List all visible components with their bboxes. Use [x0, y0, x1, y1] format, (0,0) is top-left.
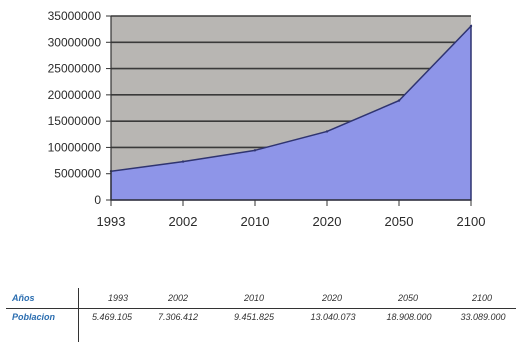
y-tick-label: 15000000 [48, 114, 102, 128]
population-cell: 7.306.412 [157, 312, 199, 322]
y-tick-label: 10000000 [48, 140, 102, 154]
y-tick-label: 30000000 [48, 35, 102, 49]
population-cell: 13.040.073 [310, 312, 356, 322]
y-tick-label: 25000000 [48, 62, 102, 76]
x-tick-label: 2050 [385, 214, 414, 229]
y-tick-label: 5000000 [54, 167, 101, 181]
y-tick-label: 20000000 [48, 88, 102, 102]
year-cell: 2002 [167, 293, 189, 303]
year-cell: 2100 [471, 293, 493, 303]
row-label-years: Años [12, 293, 35, 303]
table-row-population: Poblacion 5.469.105 7.306.412 9.451.825 … [6, 308, 516, 328]
x-tick-label: 2010 [241, 214, 270, 229]
table-vertical-divider [78, 288, 79, 342]
data-table: Años 1993 2002 2010 2020 2050 2100 Pobla… [6, 288, 516, 342]
population-cell: 33.089.000 [460, 312, 506, 322]
population-cell: 18.908.000 [386, 312, 432, 322]
population-area-chart: 35000000 30000000 25000000 20000000 15000000… [48, 9, 486, 229]
x-tick-label: 1993 [97, 214, 126, 229]
data-point [253, 149, 257, 152]
y-tick-label: 35000000 [48, 9, 102, 23]
population-cell: 9.451.825 [233, 312, 275, 322]
year-cell: 2020 [321, 293, 343, 303]
table-row-years: Años 1993 2002 2010 2020 2050 2100 [6, 288, 516, 308]
year-cell: 1993 [107, 293, 129, 303]
data-point [325, 130, 329, 133]
x-tick-label: 2002 [169, 214, 198, 229]
year-cell: 2010 [243, 293, 265, 303]
year-cell: 2050 [397, 293, 419, 303]
x-tick-label: 2100 [457, 214, 486, 229]
y-tick-label: 0 [94, 193, 101, 207]
data-point [181, 160, 185, 163]
data-point [397, 99, 401, 102]
population-cell: 5.469.105 [91, 312, 133, 322]
x-tick-label: 2020 [313, 214, 342, 229]
row-label-population: Poblacion [12, 312, 56, 322]
data-point [469, 24, 473, 28]
table-horizontal-divider [6, 308, 516, 309]
